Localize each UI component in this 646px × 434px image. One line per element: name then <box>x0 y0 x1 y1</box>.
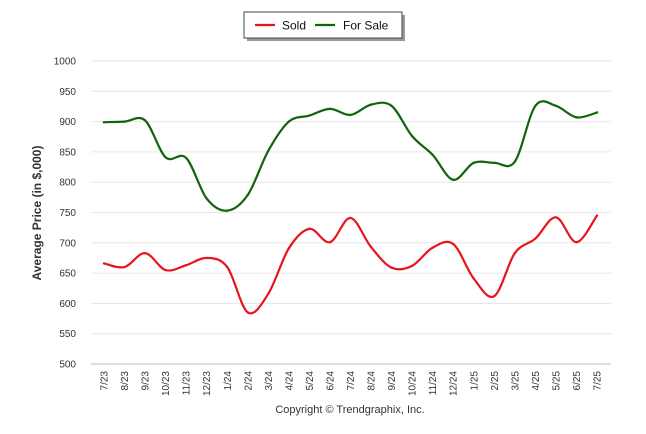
x-tick-label-5-24: 5/24 <box>305 371 316 391</box>
data-point-for-sale-21 <box>534 104 537 108</box>
series-line-for-sale <box>102 100 599 212</box>
x-tick-label-4-24: 4/24 <box>284 371 295 391</box>
x-tick-label-5-25: 5/25 <box>551 371 562 391</box>
data-point-sold-7 <box>246 311 249 314</box>
x-tick-label-6-25: 6/25 <box>572 371 583 391</box>
legend: Sold For Sale <box>243 11 405 41</box>
chart-gridlines <box>91 60 611 365</box>
data-point-for-sale-1 <box>123 120 126 123</box>
data-point-for-sale-18 <box>472 161 475 165</box>
data-point-sold-10 <box>308 227 311 231</box>
data-point-sold-14 <box>390 266 393 269</box>
data-point-sold-0 <box>102 262 106 265</box>
data-point-sold-18 <box>472 277 475 280</box>
data-point-sold-3 <box>164 268 167 272</box>
y-tick-label-900: 900 <box>59 117 76 128</box>
x-tick-label-1-25: 1/25 <box>469 371 480 391</box>
data-point-for-sale-4 <box>184 156 188 160</box>
data-point-sold-12 <box>349 216 352 220</box>
data-point-for-sale-22 <box>554 104 558 108</box>
data-point-for-sale-8 <box>267 149 270 152</box>
y-tick-label-650: 650 <box>59 269 76 280</box>
data-point-for-sale-3 <box>164 156 167 159</box>
series-line-sold <box>102 214 599 315</box>
x-tick-label-3-25: 3/25 <box>510 371 521 391</box>
copyright-credit: Copyright © Trendgraphix, Inc. <box>275 404 424 416</box>
x-tick-label-8-24: 8/24 <box>367 371 378 391</box>
data-point-sold-9 <box>287 247 291 250</box>
data-point-sold-15 <box>410 264 414 268</box>
x-tick-label-9-24: 9/24 <box>387 371 398 391</box>
x-tick-label-11-23: 11/23 <box>182 371 193 396</box>
x-tick-label-4-25: 4/25 <box>531 371 542 391</box>
data-point-sold-17 <box>452 242 455 246</box>
y-tick-label-600: 600 <box>59 299 76 310</box>
data-point-sold-8 <box>267 292 270 295</box>
x-tick-label-7-23: 7/23 <box>100 371 111 391</box>
x-axis-tick-labels: 7/23 8/23 9/23 10/23 11/23 12/23 1/24 2/24 3/24 4… <box>100 371 604 396</box>
data-point-for-sale-20 <box>513 160 517 163</box>
data-point-sold-4 <box>184 264 188 267</box>
x-tick-label-10-24: 10/24 <box>408 371 419 396</box>
data-point-for-sale-23 <box>575 116 578 119</box>
data-point-sold-11 <box>328 240 332 244</box>
legend-label-sold: Sold <box>282 19 306 33</box>
data-point-sold-6 <box>226 265 229 269</box>
data-point-for-sale-2 <box>143 119 147 122</box>
data-point-for-sale-11 <box>328 107 332 111</box>
x-tick-label-3-24: 3/24 <box>264 371 275 391</box>
y-tick-label-1000: 1000 <box>54 57 77 68</box>
data-point-for-sale-15 <box>410 134 414 138</box>
y-tick-label-500: 500 <box>59 360 76 371</box>
y-tick-label-550: 550 <box>59 329 76 340</box>
x-tick-label-11-24: 11/24 <box>428 371 439 396</box>
x-tick-label-10-23: 10/23 <box>161 371 172 396</box>
y-axis-title: Average Price (in $,000) <box>30 146 44 281</box>
data-point-for-sale-16 <box>431 153 434 157</box>
data-point-for-sale-12 <box>349 113 352 117</box>
data-point-sold-1 <box>123 265 126 269</box>
chart-series <box>102 100 599 315</box>
y-axis-tick-labels: 500 550 600 650 700 750 800 850 900 950 1000 <box>54 57 77 371</box>
data-point-sold-21 <box>534 237 537 240</box>
x-tick-label-1-24: 1/24 <box>223 371 234 391</box>
x-tick-label-7-24: 7/24 <box>346 371 357 391</box>
x-tick-label-6-24: 6/24 <box>325 371 336 391</box>
data-point-sold-20 <box>513 251 517 255</box>
x-tick-label-8-23: 8/23 <box>120 371 131 391</box>
x-tick-label-2-25: 2/25 <box>490 371 501 391</box>
x-tick-label-12-23: 12/23 <box>202 371 213 396</box>
data-point-for-sale-10 <box>308 114 311 117</box>
data-point-for-sale-6 <box>226 209 229 212</box>
data-point-sold-24 <box>595 214 599 217</box>
x-tick-label-2-24: 2/24 <box>243 371 254 391</box>
data-point-for-sale-7 <box>246 193 249 197</box>
x-tick-label-7-25: 7/25 <box>593 371 604 391</box>
y-tick-label-750: 750 <box>59 208 76 219</box>
y-tick-label-800: 800 <box>59 178 76 189</box>
data-point-for-sale-19 <box>493 161 496 165</box>
data-point-for-sale-14 <box>390 104 393 108</box>
data-point-sold-2 <box>143 251 147 255</box>
x-tick-label-12-24: 12/24 <box>449 371 460 396</box>
y-tick-label-850: 850 <box>59 147 76 158</box>
x-tick-label-9-23: 9/23 <box>141 371 152 391</box>
data-point-sold-16 <box>431 246 434 249</box>
data-point-for-sale-17 <box>452 178 455 181</box>
y-tick-label-950: 950 <box>59 87 76 98</box>
data-point-for-sale-0 <box>102 121 106 124</box>
data-point-sold-19 <box>493 294 496 298</box>
data-point-sold-5 <box>205 256 208 260</box>
data-point-for-sale-9 <box>287 120 291 123</box>
data-point-sold-22 <box>554 216 558 219</box>
y-tick-label-700: 700 <box>59 238 76 249</box>
data-point-for-sale-24 <box>595 111 599 114</box>
data-point-sold-13 <box>369 245 373 249</box>
data-point-for-sale-13 <box>369 103 373 106</box>
legend-label-for-sale: For Sale <box>343 19 389 33</box>
data-point-sold-23 <box>575 240 578 244</box>
data-point-for-sale-5 <box>205 197 208 200</box>
